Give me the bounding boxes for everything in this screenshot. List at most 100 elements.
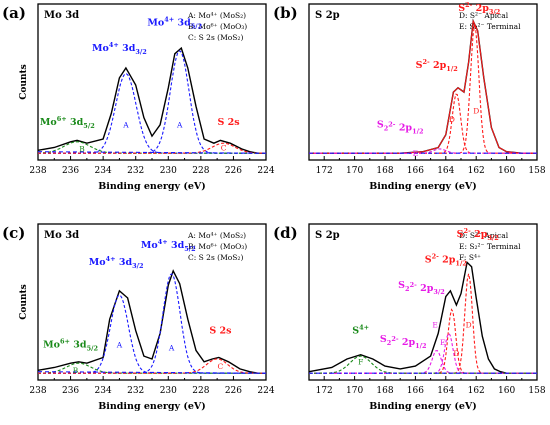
legend-entry: E: S₂²⁻ Terminal xyxy=(459,242,521,251)
x-tick-label: 164 xyxy=(437,386,454,396)
legend-entry: E: S₂²⁻ Terminal xyxy=(459,22,521,31)
x-tick-label: 232 xyxy=(127,386,144,396)
peak-letter: D xyxy=(473,106,479,115)
x-tick-label: 238 xyxy=(29,166,46,176)
peak-letter: B xyxy=(79,145,85,154)
legend-entry: D: S²⁻ Apical xyxy=(459,11,509,20)
legend-entry: A: Mo⁴⁺ (MoS₂) xyxy=(187,231,246,240)
panel-label: (a) xyxy=(2,4,26,22)
x-tick-label: 234 xyxy=(95,166,112,176)
x-tick-label: 238 xyxy=(29,386,46,396)
x-tick-label: 168 xyxy=(376,166,393,176)
peak-annotation: Mo4+ 3d5/2 xyxy=(141,238,196,253)
x-axis-label: Binding energy (eV) xyxy=(98,181,206,192)
peak-annotation: S22- 2p3/2 xyxy=(398,280,445,296)
peak-letter: A xyxy=(176,121,183,130)
legend-entry: B: Mo⁶⁺ (MoO₃) xyxy=(188,242,247,251)
peak-letter: C xyxy=(221,143,227,152)
x-tick-label: 168 xyxy=(376,386,393,396)
y-axis-label: Counts xyxy=(19,284,29,319)
peak-letter: E xyxy=(440,338,445,347)
peak-annotation: S 2s xyxy=(217,117,239,128)
xps-panel-1: 238 236 234 232 230 228 226 224 Binding energy (… xyxy=(2,3,275,192)
xps-panel-2: 172 170 168 166 164 162 160 158 Binding energy (… xyxy=(273,1,546,192)
peak-letter: A xyxy=(122,121,129,130)
legend-entry: A: Mo⁴⁺ (MoS₂) xyxy=(187,11,246,20)
panel-title: Mo 3d xyxy=(44,230,79,241)
x-tick-label: 166 xyxy=(407,166,424,176)
peak-annotation: Mo4+ 3d5/2 xyxy=(147,15,202,30)
fitted-peak-C xyxy=(38,358,266,374)
peak-letter: A xyxy=(168,343,175,352)
peak-letter: D xyxy=(449,115,455,124)
background-line xyxy=(37,151,267,154)
peak-letter: B xyxy=(73,366,79,375)
background-line xyxy=(37,371,267,374)
peak-annotation: S2- 2p1/2 xyxy=(416,58,458,73)
fitted-peak-E xyxy=(309,332,537,374)
x-tick-label: 170 xyxy=(346,166,363,176)
x-tick-label: 172 xyxy=(316,386,333,396)
x-tick-label: 160 xyxy=(498,386,515,396)
peak-annotation: Mo6+ 3d5/2 xyxy=(43,338,98,353)
peak-letter: D xyxy=(466,321,472,330)
legend-entry: F: S⁴⁺ xyxy=(459,253,481,262)
envelope-curve xyxy=(37,46,266,154)
x-tick-label: 230 xyxy=(160,386,177,396)
x-tick-label: 166 xyxy=(407,386,424,396)
peak-annotation: Mo6+ 3d5/2 xyxy=(40,115,95,130)
peak-letter: F xyxy=(358,358,363,367)
plot-frame xyxy=(308,3,538,161)
peak-annotation: S 2s xyxy=(209,325,231,336)
x-tick-label: 158 xyxy=(528,386,545,396)
x-tick-label: 234 xyxy=(95,386,112,396)
fitted-peak-F xyxy=(309,355,537,374)
peak-letter: E xyxy=(432,321,437,330)
peak-annotation: S22- 2p1/2 xyxy=(380,334,427,350)
x-tick-label: 226 xyxy=(225,166,242,176)
fitted-peak-A xyxy=(38,294,266,374)
x-axis-label: Binding energy (eV) xyxy=(98,401,206,412)
x-tick-label: 228 xyxy=(192,166,209,176)
fitted-peak-D xyxy=(309,93,537,154)
fitted-peak-B xyxy=(38,362,266,374)
x-tick-label: 224 xyxy=(257,386,274,396)
fitted-peak-A xyxy=(38,73,266,154)
peak-annotation: S2- 2p1/2 xyxy=(425,252,467,267)
envelope-curve xyxy=(37,269,266,374)
fitted-peak-C xyxy=(38,142,266,154)
legend-entry: B: Mo⁶⁺ (MoO₃) xyxy=(188,22,247,31)
peak-letter: E xyxy=(413,149,418,158)
x-tick-label: 172 xyxy=(316,166,333,176)
peak-letter: C xyxy=(218,362,224,371)
x-tick-label: 160 xyxy=(498,166,515,176)
x-tick-label: 158 xyxy=(528,166,545,176)
panel-title: S 2p xyxy=(315,10,340,21)
legend-entry: C: S 2s (MoS₂) xyxy=(188,33,243,42)
peak-annotation: Mo4+ 3d3/2 xyxy=(89,255,144,270)
panel-label: (c) xyxy=(2,224,25,242)
x-tick-label: 224 xyxy=(257,166,274,176)
data-curve xyxy=(309,19,537,154)
x-axis-label: Binding energy (eV) xyxy=(369,181,477,192)
x-tick-label: 162 xyxy=(468,166,485,176)
x-tick-label: 228 xyxy=(192,386,209,396)
x-tick-label: 236 xyxy=(62,166,79,176)
peak-letter: A xyxy=(116,341,123,350)
y-axis-label: Counts xyxy=(19,64,29,99)
x-axis-label: Binding energy (eV) xyxy=(369,401,477,412)
peak-annotation: S2- 2p3/2 xyxy=(458,1,500,16)
xps-panel-4: 172 170 168 166 164 162 160 158 Binding energy (… xyxy=(273,223,546,412)
peak-annotation: Mo4+ 3d3/2 xyxy=(92,41,147,56)
peak-annotation: S2- 2p3/2 xyxy=(457,227,499,242)
fitted-peak-A xyxy=(38,50,266,154)
plot-frame xyxy=(308,223,538,381)
x-tick-label: 226 xyxy=(225,386,242,396)
fitted-peak-B xyxy=(38,141,266,154)
peak-annotation: S22- 2p1/2 xyxy=(377,120,424,136)
panel-label: (b) xyxy=(273,4,298,22)
x-tick-label: 164 xyxy=(437,166,454,176)
panel-label: (d) xyxy=(273,224,298,242)
x-tick-label: 232 xyxy=(127,166,144,176)
panel-title: S 2p xyxy=(315,230,340,241)
